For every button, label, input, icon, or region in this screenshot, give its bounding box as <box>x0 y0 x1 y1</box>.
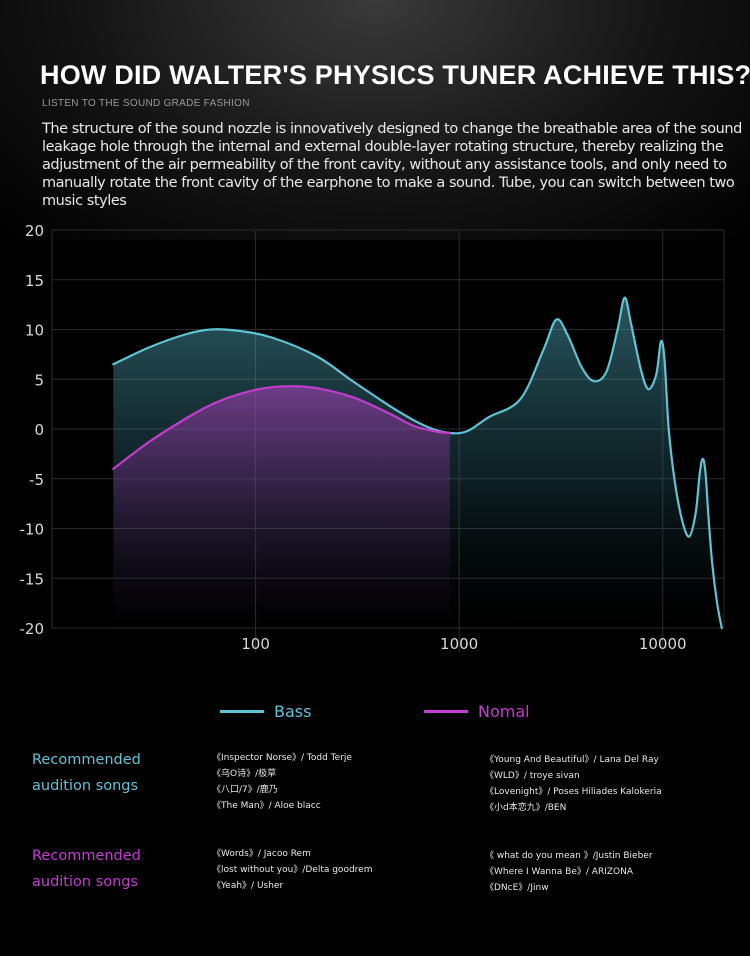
page-subtitle: LISTEN TO THE SOUND GRADE FASHION <box>42 98 250 109</box>
song-item: 《Lovenight》/ Poses Hiliades Kalokeria <box>485 787 662 797</box>
y-tick-label: -10 <box>20 521 45 539</box>
song-item: 《八口/7》/鹿乃 <box>212 785 278 795</box>
nomal-swatch <box>424 709 468 713</box>
bass-songs-column-2: 《Young And Beautiful》/ Lana Del Ray 《WLD… <box>485 752 750 816</box>
recommended-label-line2: audition songs <box>32 778 139 794</box>
y-tick-label: 10 <box>25 322 44 340</box>
y-tick-label: 20 <box>25 222 44 240</box>
recommended-label-bass: Recommended audition songs <box>32 747 182 799</box>
recommended-label-line2: audition songs <box>32 874 139 890</box>
song-item: 《Words》/ Jacoo Rem <box>212 849 311 859</box>
nomal-songs-column-2: 《 what do you mean 》/Justin Bieber 《Wher… <box>485 848 750 896</box>
legend-item-nomal: Nomal <box>424 700 530 722</box>
recommended-label-nomal: Recommended audition songs <box>32 843 182 895</box>
x-tick-label: 10000 <box>639 635 687 653</box>
x-tick-label: 100 <box>241 635 270 653</box>
bass-swatch <box>220 709 264 713</box>
song-item: 《Young And Beautiful》/ Lana Del Ray <box>485 755 659 765</box>
series-line-bass <box>112 296 723 630</box>
chart-series <box>112 296 723 630</box>
song-item: 《WLD》/ troye sivan <box>485 771 580 781</box>
recommended-label-line1: Recommended <box>32 752 141 768</box>
song-item: 《Inspector Norse》/ Todd Terje <box>212 753 352 763</box>
song-item: 《lost without you》/Delta goodrem <box>212 865 373 875</box>
song-item: 《Yeah》/ Usher <box>212 881 284 891</box>
page-title: HOW DID WALTER'S PHYSICS TUNER ACHIEVE T… <box>40 60 750 90</box>
song-item: 《小d本恋九》/BEN <box>485 803 567 813</box>
nomal-songs-column-1: 《Words》/ Jacoo Rem 《lost without you》/De… <box>212 846 502 894</box>
y-tick-label: -15 <box>20 570 45 588</box>
song-item: 《乌O诗》/极草 <box>212 769 277 779</box>
legend-item-bass: Bass <box>220 700 311 722</box>
legend-label-nomal: Nomal <box>478 701 530 721</box>
recommended-label-line1: Recommended <box>32 848 141 864</box>
x-axis-ticks: 100 1000 10000 <box>241 635 686 653</box>
header-background <box>0 0 750 240</box>
song-item: 《 what do you mean 》/Justin Bieber <box>485 851 653 861</box>
song-item: 《The Man》/ Aloe blacc <box>212 801 321 811</box>
y-tick-label: 15 <box>25 272 44 290</box>
series-line-nomal <box>112 385 451 470</box>
y-tick-label: -20 <box>20 620 45 638</box>
y-axis-ticks: 20 15 10 5 0 -5 -10 -15 -20 <box>20 222 45 638</box>
y-tick-label: 5 <box>34 371 44 389</box>
x-tick-label: 1000 <box>440 635 478 653</box>
bass-songs-column-1: 《Inspector Norse》/ Todd Terje 《乌O诗》/极草 《… <box>212 750 502 814</box>
frequency-response-chart: 20 15 10 5 0 -5 -10 -15 -20 100 1000 10000 <box>20 222 725 653</box>
legend-label-bass: Bass <box>274 701 312 721</box>
song-item: 《DNcE》/Jinw <box>485 883 549 893</box>
y-tick-label: -5 <box>29 471 44 489</box>
description-text: The structure of the sound nozzle is inn… <box>42 121 742 209</box>
series-area-nomal <box>113 386 450 628</box>
song-item: 《Where I Wanna Be》/ ARIZONA <box>485 867 633 877</box>
y-tick-label: 0 <box>34 421 44 439</box>
